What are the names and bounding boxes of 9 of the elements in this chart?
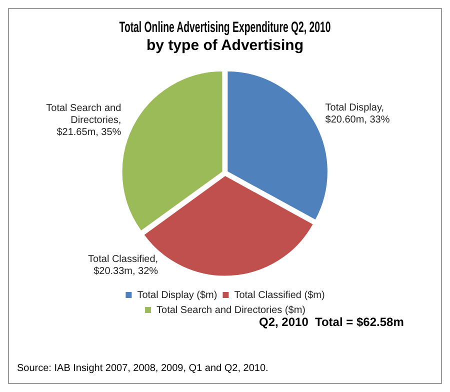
text: Q2, 2010 Total = $62.58m	[259, 315, 404, 329]
legend-label: Total Display ($m)	[137, 290, 218, 301]
legend-label: Total Search and Directories ($m)	[156, 304, 306, 316]
chart-title: Total Online Advertising Expenditure Q2, 2010 by type of Advertising	[119, 19, 331, 54]
data-label: Total Classified, $20.33m, 32%	[88, 254, 158, 278]
legend-label: Total Classified ($m)	[234, 290, 325, 301]
data-label: Total Search and Directories, $21.65m, 35%	[46, 102, 122, 138]
source-note: Source: IAB Insight 2007, 2008, 2009, Q1 and Q2, 2010.	[17, 363, 268, 374]
data-label: Total Display, $20.60m, 33%	[325, 102, 390, 126]
